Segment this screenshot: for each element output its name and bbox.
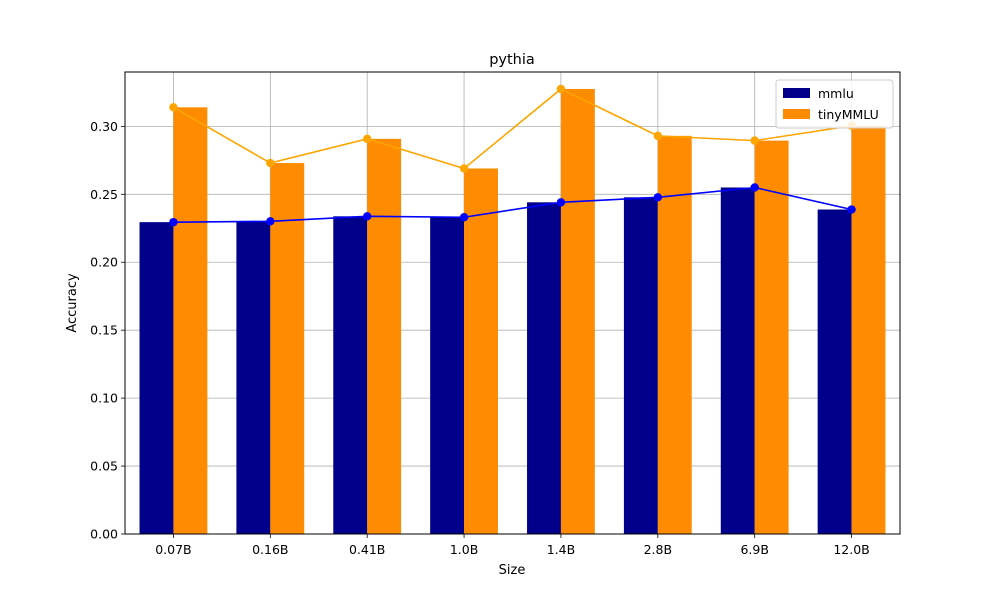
bar-tinyMMLU: [270, 163, 305, 534]
legend-swatch: [783, 109, 810, 119]
plot-frame: [124, 71, 901, 535]
point-tinyMMLU: [266, 158, 275, 168]
y-tick-label: 0.25: [90, 187, 118, 202]
bar-tinyMMLU: [560, 88, 595, 534]
bar-mmlu: [623, 197, 658, 535]
legend-label: mmlu: [818, 86, 854, 101]
x-axis-label: Size: [499, 563, 526, 578]
legend: mmlu tinyMMLU: [775, 79, 894, 129]
y-tick-label: 0.10: [90, 391, 118, 406]
bar-mmlu: [333, 216, 368, 534]
bar-mmlu: [139, 222, 174, 534]
point-mmlu: [266, 217, 275, 226]
point-mmlu: [556, 198, 566, 207]
x-axis: 0.07B 0.16B 0.41B 1.0B 1.4B 2.8B 6.9B 12.0B: [155, 534, 870, 557]
x-tick-label: 0.41B: [349, 542, 385, 557]
y-tick-label: 0.05: [90, 459, 118, 474]
point-mmlu: [169, 217, 178, 227]
point-mmlu: [750, 183, 759, 192]
legend-label: tinyMMLU: [818, 107, 879, 122]
x-tick-label: 0.07B: [155, 542, 191, 557]
point-tinyMMLU: [362, 134, 372, 144]
legend-swatch: [783, 88, 810, 98]
line-tinyMMLU: [173, 88, 852, 170]
point-tinyMMLU: [653, 131, 663, 141]
y-tick-label: 0.20: [90, 255, 118, 270]
x-tick-label: 1.0B: [450, 542, 478, 557]
bar-mmlu: [817, 209, 852, 534]
bar-tinyMMLU: [464, 168, 498, 534]
point-mmlu: [847, 205, 856, 214]
point-tinyMMLU: [750, 136, 759, 145]
x-tick-label: 12.0B: [833, 542, 869, 557]
point-tinyMMLU: [169, 103, 178, 112]
line-marks: [169, 84, 856, 227]
bar-tinyMMLU: [367, 138, 402, 534]
bar-mmlu: [527, 202, 561, 535]
line-mmlu: [173, 186, 852, 223]
y-axis: 0.00 0.05 0.10 0.15 0.20 0.25 0.30: [90, 119, 125, 542]
point-mmlu: [653, 193, 663, 202]
point-tinyMMLU: [556, 84, 566, 94]
bar-mmlu: [720, 187, 755, 534]
bar-tinyMMLU: [754, 140, 789, 534]
point-mmlu: [459, 213, 469, 222]
x-tick-label: 2.8B: [644, 542, 672, 557]
x-tick-label: 6.9B: [740, 542, 768, 557]
bar-tinyMMLU: [851, 125, 886, 534]
x-tick-label: 0.16B: [252, 542, 288, 557]
y-axis-label: Accuracy: [65, 273, 80, 333]
point-tinyMMLU: [459, 164, 469, 173]
x-tick-label: 1.4B: [547, 542, 575, 557]
bar-mmlu: [236, 221, 271, 534]
bar-marks: [139, 88, 886, 535]
bar-tinyMMLU: [657, 135, 692, 535]
chart-title: pythia: [489, 52, 535, 68]
bar-tinyMMLU: [173, 107, 208, 535]
point-mmlu: [362, 212, 372, 221]
bar-mmlu: [430, 217, 465, 534]
y-tick-label: 0.30: [90, 119, 118, 134]
y-tick-label: 0.15: [90, 323, 118, 338]
y-tick-label: 0.00: [90, 527, 118, 542]
